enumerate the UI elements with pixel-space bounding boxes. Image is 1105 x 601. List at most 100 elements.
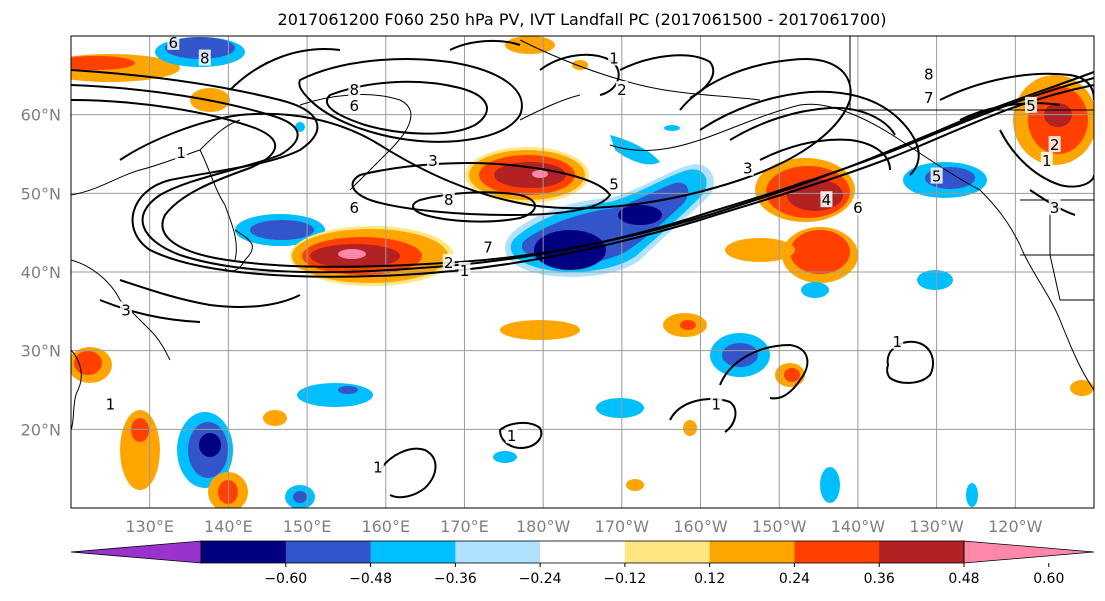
- contour-label: 1: [106, 396, 116, 414]
- contour-label-bg: [426, 151, 439, 168]
- coastlines: [71, 36, 1094, 431]
- contour-label: 4: [822, 191, 832, 209]
- contour-label: 1: [176, 144, 186, 162]
- contour-label-bg: [1025, 96, 1038, 113]
- contour-label-bg: [458, 262, 471, 278]
- colorbar-tick-label: −0.60: [264, 571, 307, 587]
- contour-label: 8: [444, 191, 454, 209]
- contour-label-bg: [1040, 151, 1053, 168]
- colorbar-tick-label: 0.60: [1033, 571, 1064, 587]
- longitude-label: 150°E: [283, 517, 332, 536]
- colorbar-tick-label: −0.24: [519, 571, 562, 587]
- contour-label: 6: [350, 97, 360, 115]
- contour-label-bg: [348, 199, 361, 216]
- colorbar-tick-label: −0.48: [349, 571, 392, 587]
- colorbar-bin: [201, 541, 287, 563]
- contour-label: 5: [932, 168, 942, 186]
- contour-label: 8: [200, 50, 210, 68]
- colorbar-tick-label: 0.12: [694, 571, 725, 587]
- contour-label-bg: [820, 191, 833, 208]
- contour-label: 3: [121, 301, 131, 319]
- latitude-label: 30°N: [21, 342, 61, 361]
- longitude-label: 120°W: [988, 517, 1043, 536]
- longitude-label: 170°W: [595, 517, 650, 536]
- colorbar-bin: [709, 541, 795, 563]
- colorbar-tick-label: 0.36: [864, 571, 895, 587]
- map-gridlines: [71, 36, 1094, 508]
- contour-label-bg: [922, 88, 935, 105]
- contour-label-bg: [607, 175, 620, 192]
- contour-label: 3: [743, 160, 753, 178]
- contour-label: 5: [609, 175, 619, 193]
- contour-label: 1: [373, 459, 383, 477]
- colorbar-frame: [200, 540, 965, 564]
- contour-label-bg: [442, 191, 455, 208]
- contour-label: 6: [853, 199, 863, 217]
- longitude-label: 150°W: [752, 517, 807, 536]
- colorbar-bin: [879, 541, 965, 563]
- contour-label-bg: [120, 301, 133, 318]
- longitude-label: 130°W: [909, 517, 964, 536]
- contour-label-bg: [482, 238, 495, 255]
- contour-label: 1: [712, 396, 722, 414]
- longitude-label: 130°E: [125, 517, 174, 536]
- contour-label-bg: [198, 49, 211, 66]
- contour-label-bg: [607, 49, 620, 66]
- colorbar-tick-label: −0.12: [603, 571, 646, 587]
- contour-label-bg: [104, 395, 117, 412]
- contour-label: 7: [483, 238, 493, 256]
- colorbar-bin: [540, 541, 626, 563]
- contour-label: 5: [1026, 97, 1036, 115]
- colorbar-bin: [285, 541, 372, 563]
- longitude-label: 140°W: [831, 517, 886, 536]
- contour-label-bg: [710, 395, 723, 412]
- contour-label-bg: [348, 81, 361, 98]
- colorbar-bin: [624, 541, 711, 563]
- contour-label: 2: [617, 81, 627, 99]
- longitude-label: 170°E: [440, 517, 489, 536]
- contour-label-bg: [615, 81, 628, 98]
- contour-label-bg: [851, 199, 864, 216]
- colorbar-high-extend: [963, 540, 1095, 564]
- contour-label-bg: [167, 36, 180, 50]
- contour-label-bg: [1048, 136, 1061, 153]
- latitude-label: 60°N: [21, 106, 61, 125]
- contour-label-bg: [348, 96, 361, 113]
- colorbar-tick-label: 0.24: [779, 571, 810, 587]
- contour-label: 6: [350, 199, 360, 217]
- contour-label-bg: [175, 144, 188, 160]
- contour-label-bg: [930, 167, 943, 184]
- colorbar-tick-label: 0.48: [948, 571, 979, 587]
- colorbar-bin: [794, 541, 880, 563]
- contour-label-bg: [741, 159, 754, 176]
- colorbar-bin: [455, 541, 541, 563]
- latitude-label: 40°N: [21, 263, 61, 282]
- colorbar-tick-label: −0.36: [434, 571, 477, 587]
- contour-label-bg: [1048, 199, 1061, 216]
- contour-label: 1: [609, 50, 619, 68]
- contour-label: 6: [169, 34, 179, 52]
- longitude-labels: 130°E 140°E 150°E 160°E 170°E 180°W 170°W 160°W…: [125, 517, 1042, 536]
- latitude-label: 20°N: [21, 420, 61, 439]
- contour-label: 3: [1050, 199, 1060, 217]
- contour-label: 1: [460, 262, 470, 280]
- contour-label: 2: [1050, 136, 1060, 154]
- contour-label: 7: [924, 89, 934, 107]
- contour-label: 1: [1042, 152, 1052, 170]
- contour-label-bg: [442, 254, 455, 271]
- colorbar-bin: [370, 541, 456, 563]
- longitude-label: 160°W: [673, 517, 728, 536]
- contour-label-bg: [891, 332, 904, 349]
- contour-label: 2: [444, 254, 454, 272]
- latitude-labels: 60°N 50°N 40°N 30°N 20°N: [21, 106, 61, 440]
- longitude-label: 140°E: [204, 517, 253, 536]
- contour-label: 3: [428, 152, 438, 170]
- latitude-label: 50°N: [21, 184, 61, 203]
- contour-label: 1: [507, 427, 517, 445]
- longitude-label: 160°E: [361, 517, 410, 536]
- contour-label: 8: [350, 81, 360, 99]
- contour-label-bg: [922, 65, 935, 82]
